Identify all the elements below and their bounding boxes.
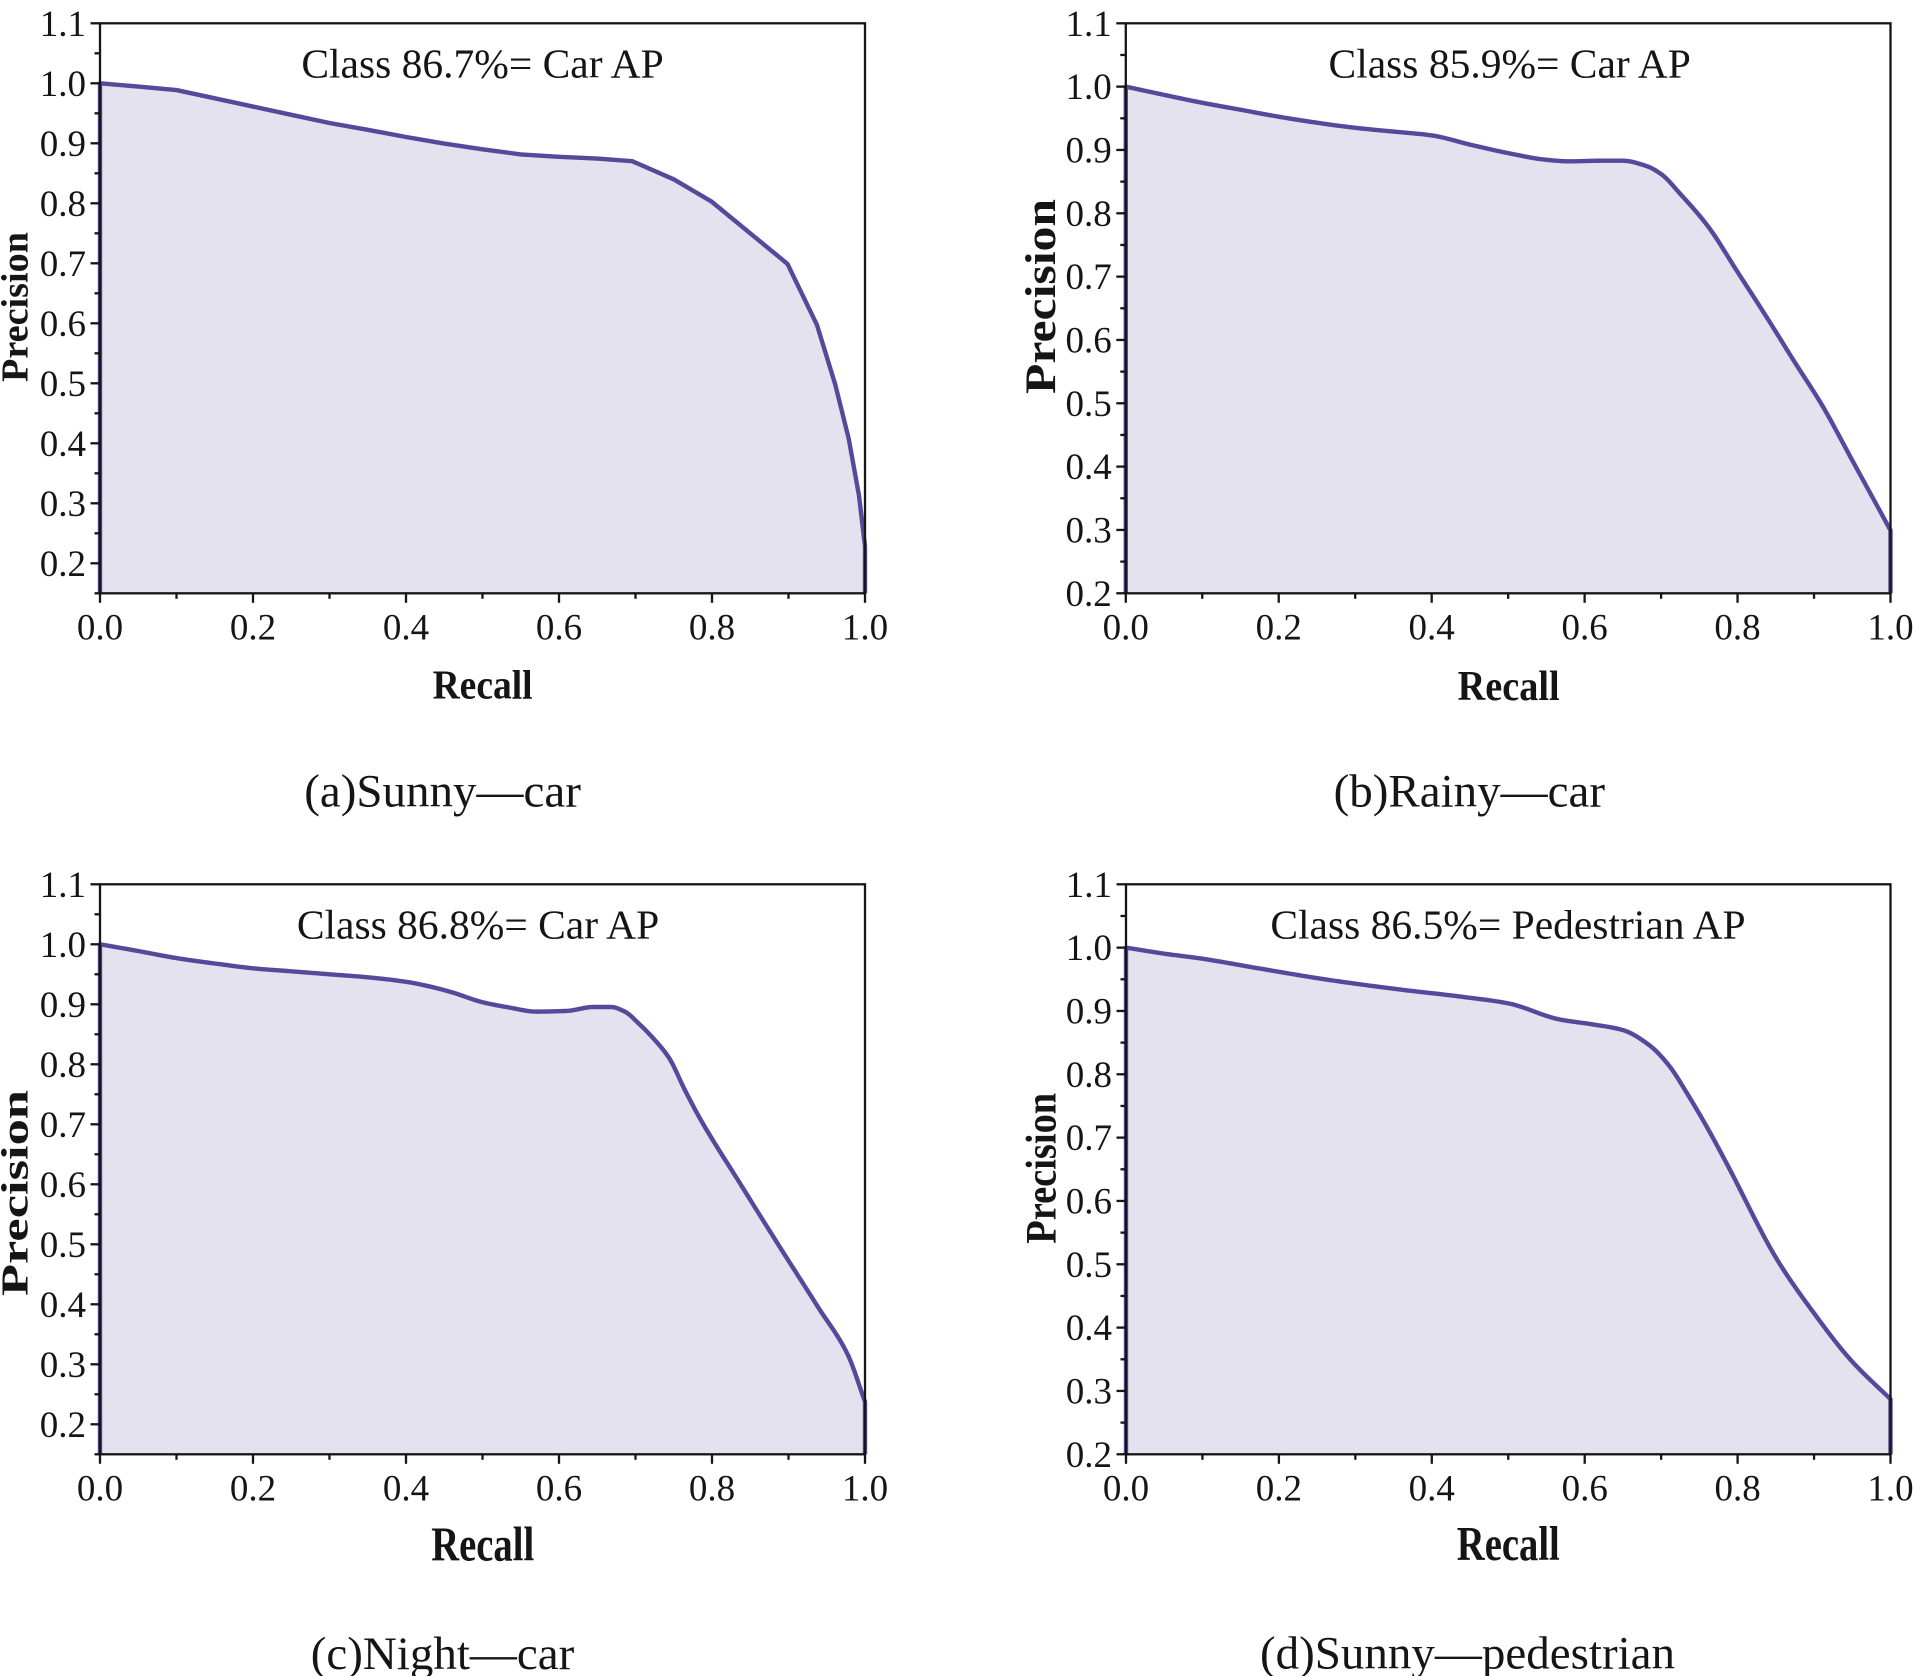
svg-text:0.6: 0.6 [40,1165,86,1206]
svg-text:0.2: 0.2 [230,607,276,648]
svg-text:1.0: 1.0 [842,1468,888,1509]
svg-text:0.2: 0.2 [230,1468,276,1509]
svg-text:0.8: 0.8 [1066,194,1112,235]
svg-text:1.0: 1.0 [1066,928,1112,969]
svg-text:0.7: 0.7 [40,1105,86,1146]
svg-text:0.0: 0.0 [1103,1468,1149,1509]
svg-text:0.8: 0.8 [40,1045,86,1086]
svg-text:0.4: 0.4 [1409,607,1455,648]
svg-text:0.6: 0.6 [1066,321,1112,362]
svg-text:0.4: 0.4 [40,424,86,465]
svg-text:0.0: 0.0 [1103,607,1149,648]
svg-text:1.1: 1.1 [40,4,86,45]
svg-text:0.3: 0.3 [1066,1372,1112,1413]
svg-text:(b)Rainy—car: (b)Rainy—car [1334,765,1606,817]
svg-text:0.8: 0.8 [1714,607,1760,648]
svg-text:0.8: 0.8 [689,607,735,648]
svg-text:0.0: 0.0 [77,1468,123,1509]
svg-text:Class 85.9%= Car AP: Class 85.9%= Car AP [1329,40,1691,86]
svg-text:1.0: 1.0 [842,607,888,648]
svg-text:Recall: Recall [431,1517,534,1572]
svg-text:0.7: 0.7 [1066,1118,1112,1159]
svg-text:0.4: 0.4 [1066,1308,1112,1349]
svg-text:Class 86.7%= Car AP: Class 86.7%= Car AP [301,40,663,86]
svg-text:0.8: 0.8 [689,1468,735,1509]
svg-text:0.0: 0.0 [77,607,123,648]
svg-text:0.4: 0.4 [383,1468,429,1509]
svg-text:0.2: 0.2 [40,544,86,585]
svg-text:0.6: 0.6 [1562,1468,1608,1509]
svg-text:0.2: 0.2 [1256,607,1302,648]
svg-text:Precision: Precision [1019,1093,1066,1244]
svg-text:1.0: 1.0 [40,925,86,966]
svg-text:0.7: 0.7 [40,244,86,285]
svg-text:0.5: 0.5 [1066,1245,1112,1286]
svg-text:0.2: 0.2 [1066,1435,1112,1476]
svg-text:Class 86.5%= Pedestrian AP: Class 86.5%= Pedestrian AP [1270,901,1745,947]
svg-text:0.9: 0.9 [1066,131,1112,172]
svg-text:0.9: 0.9 [1066,992,1112,1033]
svg-text:0.8: 0.8 [1714,1468,1760,1509]
svg-text:1.1: 1.1 [1066,865,1112,906]
svg-text:Class 86.8%= Car AP: Class 86.8%= Car AP [297,901,659,947]
svg-text:Precision: Precision [1018,199,1065,394]
svg-text:1.1: 1.1 [40,865,86,906]
svg-text:0.4: 0.4 [1066,447,1112,488]
svg-text:0.4: 0.4 [383,607,429,648]
svg-text:0.5: 0.5 [1066,384,1112,425]
svg-text:0.8: 0.8 [40,184,86,225]
svg-text:1.0: 1.0 [40,64,86,105]
svg-text:0.9: 0.9 [40,985,86,1026]
svg-text:0.3: 0.3 [40,484,86,525]
svg-text:Precision: Precision [0,232,37,382]
svg-text:0.6: 0.6 [40,304,86,345]
svg-text:1.0: 1.0 [1867,1468,1913,1509]
svg-text:0.6: 0.6 [1066,1182,1112,1223]
svg-text:(a)Sunny—car: (a)Sunny—car [304,765,581,817]
svg-text:1.0: 1.0 [1867,607,1913,648]
svg-text:Recall: Recall [1458,663,1560,710]
svg-text:0.5: 0.5 [40,1225,86,1266]
svg-text:0.6: 0.6 [1561,607,1607,648]
svg-text:0.7: 0.7 [1066,257,1112,298]
svg-text:0.8: 0.8 [1066,1055,1112,1096]
svg-text:Recall: Recall [1457,1518,1560,1571]
svg-text:Precision: Precision [0,1090,37,1296]
svg-text:0.6: 0.6 [536,607,582,648]
svg-text:0.3: 0.3 [40,1345,86,1386]
svg-text:1.1: 1.1 [1066,4,1112,45]
svg-text:0.2: 0.2 [1256,1468,1302,1509]
svg-text:0.5: 0.5 [40,364,86,405]
svg-text:0.9: 0.9 [40,124,86,165]
svg-text:0.3: 0.3 [1066,511,1112,552]
svg-text:Recall: Recall [433,661,533,707]
svg-text:(d)Sunny—pedestrian: (d)Sunny—pedestrian [1260,1628,1675,1676]
svg-text:0.6: 0.6 [536,1468,582,1509]
svg-text:1.0: 1.0 [1066,67,1112,108]
svg-text:0.4: 0.4 [40,1285,86,1326]
svg-text:0.2: 0.2 [1066,574,1112,615]
svg-text:(c)Night—car: (c)Night—car [311,1628,575,1676]
svg-text:0.4: 0.4 [1409,1468,1455,1509]
svg-text:0.2: 0.2 [40,1405,86,1446]
